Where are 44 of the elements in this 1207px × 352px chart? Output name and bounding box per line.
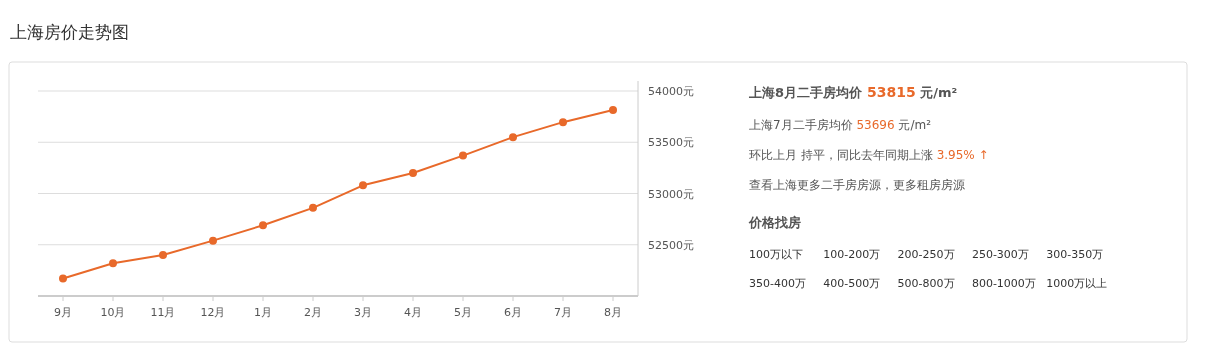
- x-tick-label: 12月: [200, 306, 226, 319]
- point: [509, 133, 517, 142]
- y-tick-label: 53000元: [648, 187, 694, 201]
- category-label: 350-400万: [749, 277, 806, 290]
- category-label: 400-500万: [823, 277, 881, 290]
- x-tick-label: 4月: [404, 306, 422, 319]
- point: [409, 169, 417, 177]
- x-tick-label: 9月: [54, 306, 72, 319]
- y-tick-label: 54000元: [648, 85, 694, 98]
- x-tick-label: 3月: [354, 306, 372, 319]
- point: [159, 251, 167, 259]
- point: [59, 274, 67, 283]
- point: [209, 236, 217, 245]
- category-label: 800-1000万: [971, 277, 1036, 290]
- category-label: 100-200万: [823, 248, 881, 261]
- x-tick-label: 11月: [150, 306, 176, 319]
- x-tick-label: 8月: [604, 306, 622, 319]
- category-label: 1000万以上: [1046, 277, 1108, 290]
- point: [609, 105, 617, 114]
- y-tick-label: 53500元: [648, 136, 694, 150]
- text: 价格找房: [748, 215, 801, 230]
- text: 查看上海更多二手房房源，更多租房房源: [749, 178, 965, 192]
- chart-title: 上海房价走势图: [10, 22, 129, 42]
- text: 上海7月二手房均价 53696 元/m²: [749, 118, 932, 132]
- point: [309, 203, 317, 212]
- category-label: 300-350万: [1046, 248, 1104, 261]
- point: [559, 118, 567, 127]
- x-tick-label: 7月: [554, 306, 572, 319]
- category-label: 200-250万: [897, 248, 955, 261]
- x-tick-label: 5月: [454, 306, 472, 319]
- point: [459, 151, 467, 160]
- point: [359, 181, 367, 190]
- text: 环比上月 持平，同比去年同期上涨 3.95% ↑: [749, 148, 989, 162]
- text: 上海8月二手房均价 53815 元/m²: [748, 84, 958, 100]
- point: [109, 259, 117, 268]
- category-label: 500-800万: [897, 277, 955, 290]
- point: [259, 221, 267, 230]
- x-tick-label: 2月: [304, 306, 322, 319]
- x-tick-label: 1月: [254, 306, 272, 319]
- x-tick-label: 6月: [504, 306, 522, 319]
- x-tick-label: 10月: [100, 306, 126, 319]
- category-label: 100万以下: [749, 248, 803, 261]
- y-tick-label: 52500元: [648, 238, 694, 252]
- category-label: 250-300万: [971, 248, 1029, 261]
